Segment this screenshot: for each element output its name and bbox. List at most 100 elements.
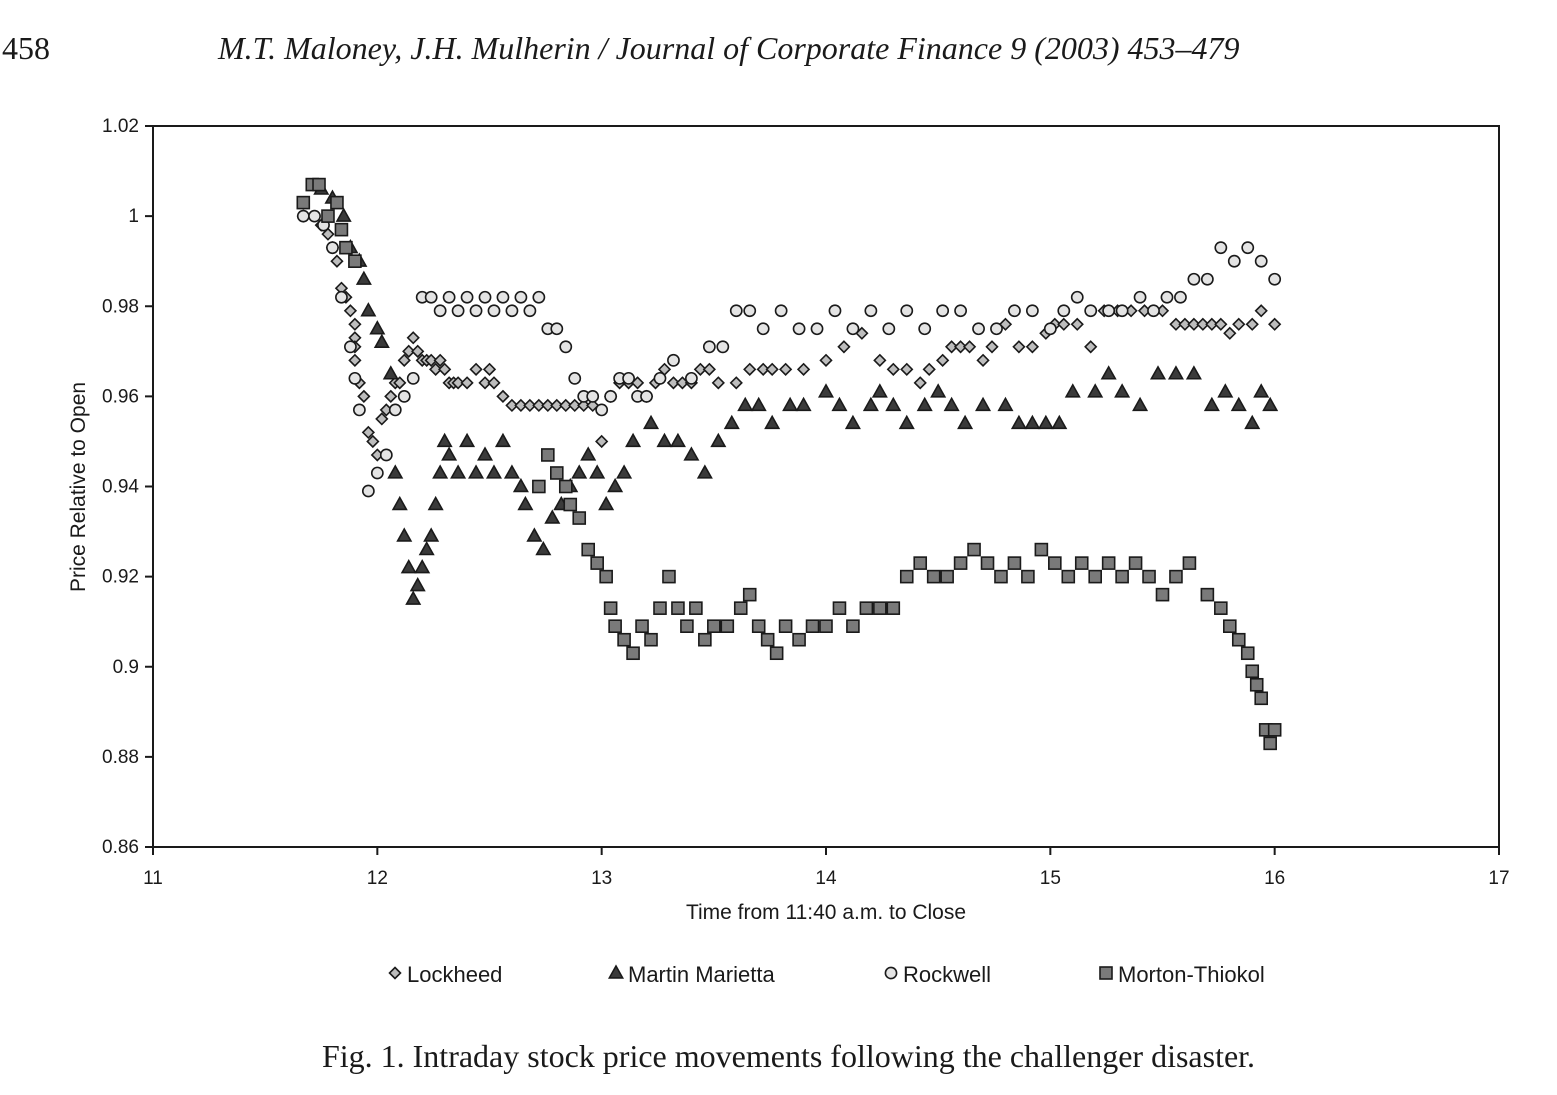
data-point [795, 396, 812, 412]
data-point [397, 353, 411, 367]
data-point [1025, 340, 1040, 354]
data-point [418, 540, 435, 556]
data-point [1021, 569, 1035, 584]
data-point [1102, 304, 1116, 318]
data-point [532, 290, 546, 304]
x-tick-label: 14 [815, 868, 837, 889]
data-point [1070, 317, 1084, 331]
page-number: 458 [2, 30, 50, 66]
data-point [882, 322, 896, 336]
data-point [617, 632, 631, 647]
data-point [936, 353, 950, 367]
data-point [424, 290, 438, 304]
x-tick-label: 12 [367, 868, 388, 889]
legend-label: Rockwell [903, 962, 991, 987]
data-point [402, 344, 416, 358]
data-point [1115, 569, 1129, 584]
data-point [1231, 632, 1246, 647]
data-point [1200, 272, 1214, 286]
data-point [568, 398, 582, 413]
data-point [1245, 664, 1260, 679]
data-point [643, 414, 660, 430]
data-point [1025, 304, 1039, 318]
data-point [550, 398, 564, 413]
data-point [707, 619, 721, 633]
data-point [1196, 317, 1210, 331]
data-point [436, 432, 453, 448]
data-point [608, 619, 622, 633]
data-point [478, 290, 492, 304]
data-point [953, 556, 968, 570]
data-point [1147, 304, 1160, 318]
y-tick-label: 0.94 [102, 477, 139, 498]
data-point [424, 353, 438, 367]
data-point [1084, 304, 1098, 318]
data-point [680, 619, 694, 633]
data-point [954, 304, 967, 318]
data-point [541, 448, 555, 462]
data-point [326, 241, 339, 255]
data-point [432, 464, 449, 479]
data-point [900, 304, 914, 318]
data-point [429, 362, 443, 376]
data-point [711, 376, 725, 390]
data-point [604, 389, 618, 403]
data-point [710, 432, 727, 448]
data-point [541, 398, 555, 413]
data-point [1254, 254, 1268, 268]
data-point [459, 432, 476, 448]
data-point [729, 376, 743, 390]
data-point [792, 632, 806, 647]
data-point [348, 353, 362, 367]
data-point [1267, 723, 1282, 737]
data-point [599, 569, 613, 584]
data-point [750, 396, 767, 412]
data-point [864, 304, 878, 318]
y-tick-label: 0.98 [102, 296, 139, 317]
data-point [361, 484, 375, 498]
data-point [469, 304, 483, 318]
data-point [450, 464, 467, 479]
data-point [532, 398, 546, 413]
legend-marker [388, 966, 402, 980]
data-point [1149, 365, 1167, 380]
data-point [1214, 601, 1228, 615]
data-point [1254, 691, 1269, 706]
series-morton-thiokol [296, 177, 1282, 751]
series-lockheed [296, 209, 1282, 462]
data-point [1268, 317, 1282, 331]
data-point [716, 340, 730, 354]
data-point [943, 396, 960, 412]
data-point [930, 383, 947, 398]
data-point [696, 464, 713, 479]
data-point [685, 371, 698, 385]
data-point [568, 371, 582, 385]
data-point [1214, 317, 1228, 331]
data-point [487, 376, 501, 390]
data-point [1012, 340, 1026, 354]
data-point [517, 495, 534, 511]
data-point [1182, 556, 1197, 570]
data-point [666, 376, 681, 390]
data-point [819, 353, 833, 367]
data-point [476, 446, 494, 461]
data-point [644, 632, 658, 647]
data-point [296, 209, 310, 223]
data-point [962, 340, 977, 354]
data-point [782, 396, 799, 412]
data-point [503, 464, 520, 479]
data-point [1217, 383, 1234, 398]
data-point [1185, 365, 1202, 380]
data-point [913, 376, 927, 390]
data-point [1070, 290, 1084, 304]
data-point [769, 646, 784, 661]
data-point [357, 389, 371, 404]
data-point [693, 362, 708, 376]
data-point [343, 304, 358, 318]
data-point [998, 317, 1013, 331]
data-point [330, 254, 344, 268]
y-tick-label: 0.88 [102, 747, 139, 768]
data-point [997, 396, 1014, 412]
data-point [1169, 569, 1183, 584]
